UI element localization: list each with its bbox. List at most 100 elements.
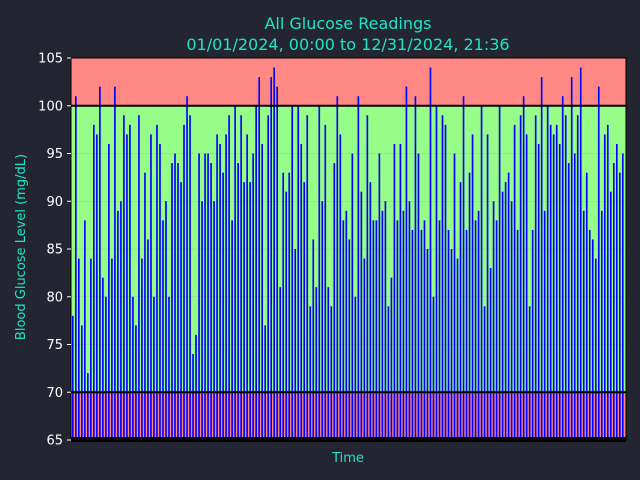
glucose-bar: [93, 124, 95, 440]
glucose-bar: [444, 124, 447, 440]
glucose-bar: [573, 153, 576, 440]
glucose-bar: [156, 124, 158, 440]
glucose-bar: [420, 229, 423, 440]
glucose-bar: [465, 229, 468, 440]
glucose-bar: [495, 220, 498, 440]
glucose-bar: [414, 96, 417, 440]
glucose-bar: [84, 220, 86, 440]
glucose-bar: [570, 77, 573, 440]
glucose-bar: [120, 201, 122, 440]
glucose-bar: [390, 277, 393, 440]
glucose-bar: [594, 258, 597, 440]
glucose-bar: [306, 115, 309, 441]
y-axis-label: Blood Glucose Level (mg/dL): [14, 154, 29, 340]
glucose-bar: [531, 229, 534, 440]
glucose-bar: [555, 124, 558, 440]
glucose-bar: [321, 201, 324, 440]
glucose-bar: [201, 201, 203, 440]
glucose-bar: [363, 258, 366, 440]
glucose-bar: [183, 124, 185, 440]
glucose-bar: [399, 143, 402, 440]
glucose-bar: [318, 105, 321, 440]
glucose-bar: [276, 86, 279, 441]
plot-area: 65 70 75 80 85 90 95 100 105: [38, 52, 627, 449]
glucose-bar: [213, 201, 215, 440]
y-tick-label: 100: [38, 99, 63, 114]
glucose-bar: [270, 77, 273, 440]
glucose-bar: [267, 115, 269, 441]
glucose-bar: [333, 163, 336, 441]
glucose-bar: [369, 182, 372, 440]
y-tick-label: 80: [46, 290, 63, 305]
glucose-bar: [207, 153, 209, 440]
glucose-bar: [351, 153, 354, 440]
glucose-bar: [195, 334, 197, 440]
glucose-bar: [345, 210, 348, 440]
glucose-bar: [273, 67, 276, 441]
glucose-bar: [159, 143, 161, 440]
glucose-bar: [72, 315, 74, 440]
glucose-bar: [252, 153, 254, 440]
glucose-bar: [591, 239, 594, 440]
glucose-bar: [123, 115, 125, 441]
glucose-bar: [234, 105, 236, 440]
glucose-bar: [99, 86, 101, 441]
glucose-bar: [111, 258, 113, 440]
y-tick-label: 95: [46, 147, 63, 162]
glucose-bar: [549, 124, 552, 440]
glucose-bar: [486, 134, 489, 440]
glucose-bar: [357, 96, 360, 440]
glucose-bar: [426, 249, 429, 440]
glucose-bar: [96, 134, 98, 440]
glucose-bar: [366, 115, 369, 441]
glucose-bar: [261, 143, 263, 440]
glucose-bar: [435, 105, 438, 440]
glucose-bar: [129, 124, 131, 440]
glucose-bar: [612, 163, 615, 441]
glucose-bar: [141, 258, 143, 440]
glucose-bar: [552, 134, 555, 440]
glucose-bar: [339, 134, 342, 440]
glucose-bar: [447, 229, 450, 440]
glucose-bar: [237, 163, 239, 441]
glucose-bar: [411, 229, 414, 440]
glucose-bar: [516, 229, 519, 440]
zone-high: [71, 58, 626, 106]
glucose-bar: [615, 143, 618, 440]
glucose-bar: [372, 220, 375, 440]
glucose-bar: [231, 220, 233, 440]
y-tick-label: 65: [46, 434, 63, 449]
glucose-bar: [204, 153, 206, 440]
glucose-bar: [243, 182, 245, 440]
glucose-bar: [474, 220, 477, 440]
glucose-bar: [210, 163, 212, 441]
glucose-bar: [507, 172, 510, 440]
glucose-bar: [513, 124, 516, 440]
chart-title: All Glucose Readings: [264, 14, 431, 33]
glucose-bar: [405, 86, 408, 441]
glucose-bar: [489, 268, 492, 440]
glucose-bar: [546, 105, 549, 440]
glucose-bar: [450, 249, 453, 440]
glucose-bar: [480, 105, 483, 440]
glucose-bar: [78, 258, 80, 440]
glucose-bar: [543, 210, 546, 440]
glucose-bar: [309, 306, 312, 440]
glucose-bar: [498, 105, 501, 440]
glucose-bar: [603, 134, 606, 440]
glucose-bar: [264, 325, 266, 440]
y-tick-label: 105: [38, 52, 63, 67]
glucose-bar: [360, 191, 363, 440]
glucose-bar: [468, 172, 471, 440]
glucose-bar: [174, 153, 176, 440]
glucose-bar: [219, 143, 221, 440]
glucose-bar: [324, 124, 327, 440]
glucose-bar: [519, 115, 522, 441]
glucose-bar: [456, 258, 459, 440]
glucose-bar: [423, 220, 426, 440]
glucose-bar: [462, 96, 465, 440]
glucose-bar: [441, 115, 444, 441]
glucose-bar: [228, 115, 230, 441]
glucose-bar: [135, 325, 137, 440]
